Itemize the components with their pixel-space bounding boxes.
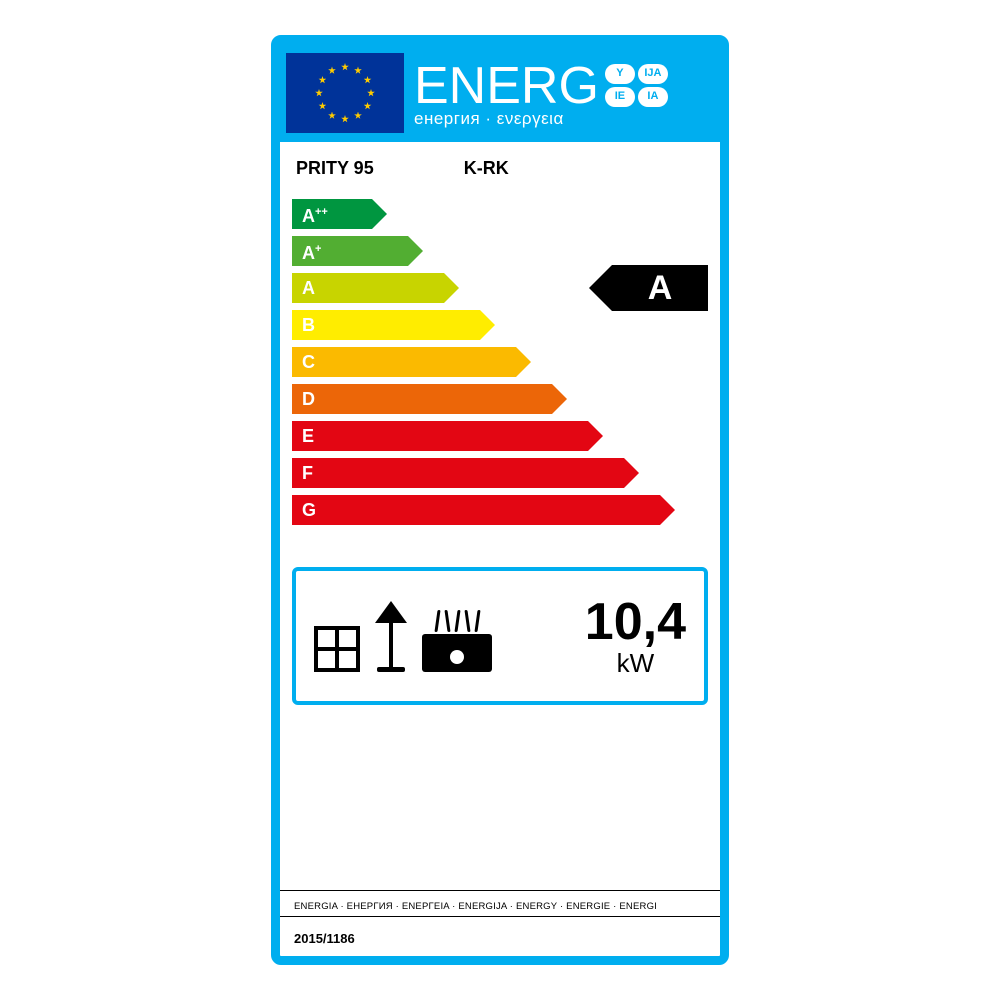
efficiency-class-bar: C — [292, 347, 516, 377]
energ-title-block: ENERG YIJAIEIA енергия · ενεργεια — [414, 60, 712, 127]
efficiency-class-bar: B — [292, 310, 480, 340]
product-brand: PRITY 95 — [296, 158, 374, 179]
eu-flag-icon — [286, 53, 404, 133]
power-box: 10,4 kW — [292, 567, 708, 705]
lang-pill: IJA — [638, 64, 668, 84]
product-model: K-RK — [464, 158, 509, 179]
window-icon — [314, 626, 360, 672]
efficiency-class-bar: E — [292, 421, 588, 451]
power-unit: kW — [585, 650, 686, 676]
efficiency-scale: A++A+ABCDEFGA — [292, 199, 708, 539]
heating-icons — [314, 601, 492, 672]
lang-pill: Y — [605, 64, 635, 84]
efficiency-class-bar: F — [292, 458, 624, 488]
power-value-block: 10,4 kW — [585, 596, 686, 676]
footer-regulation: 2015/1186 — [292, 917, 708, 950]
efficiency-class-bar: A++ — [292, 199, 372, 229]
efficiency-class-bar: G — [292, 495, 660, 525]
footer-languages: ENERGIA · ЕНЕРГИЯ · ΕΝΕΡΓΕΙΑ · ENERGIJA … — [292, 891, 708, 916]
power-number: 10,4 — [585, 596, 686, 648]
lang-code-pills: YIJAIEIA — [605, 64, 668, 107]
lamp-icon — [374, 601, 408, 672]
energy-label: ENERG YIJAIEIA енергия · ενεργεια PRITY … — [271, 35, 729, 965]
label-body: PRITY 95 K-RK A++A+ABCDEFGA — [280, 142, 720, 956]
product-row: PRITY 95 K-RK — [292, 152, 708, 199]
efficiency-class-bar: A — [292, 273, 444, 303]
energ-title: ENERG — [414, 60, 599, 112]
energ-subtitle: енергия · ενεργεια — [414, 110, 712, 127]
rating-letter: A — [648, 269, 673, 308]
efficiency-class-bar: D — [292, 384, 552, 414]
lang-pill: IA — [638, 87, 668, 107]
lang-pill: IE — [605, 87, 635, 107]
heater-icon — [422, 610, 492, 672]
label-header: ENERG YIJAIEIA енергия · ενεργεια — [280, 44, 720, 142]
rating-pointer: A — [612, 265, 708, 311]
efficiency-class-bar: A+ — [292, 236, 408, 266]
